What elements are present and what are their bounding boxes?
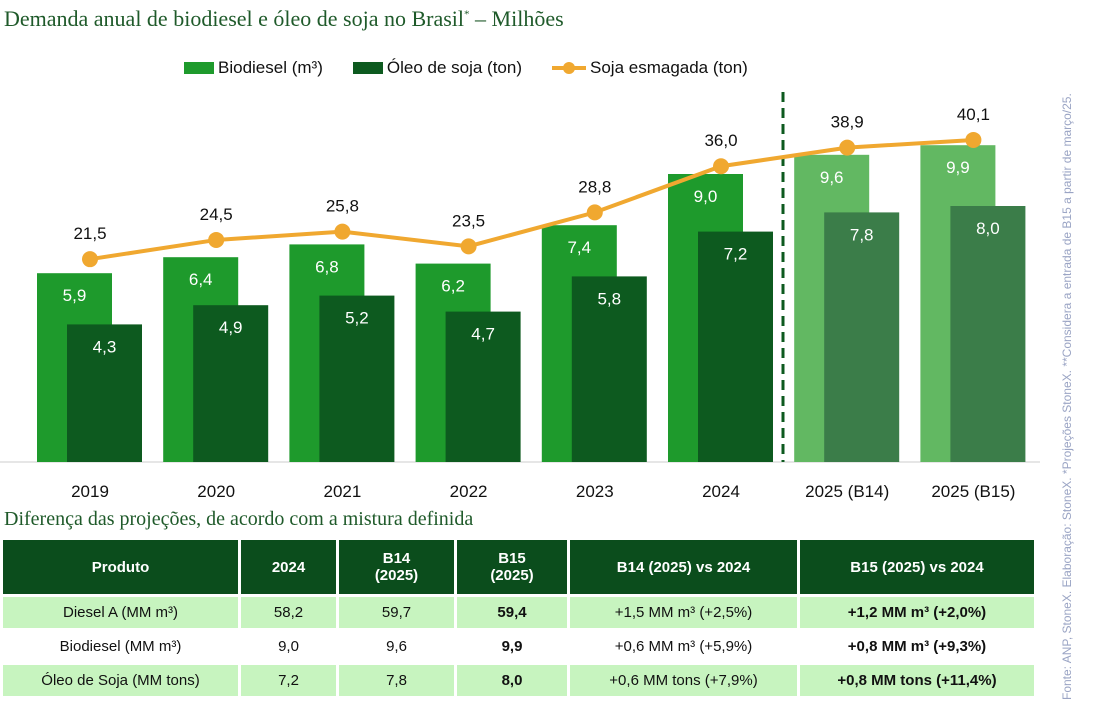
table-cell: 59,4 (457, 597, 567, 628)
table-cell: +1,2 MM m³ (+2,0%) (800, 597, 1034, 628)
bar-label: 7,8 (850, 225, 874, 244)
table-cell: Óleo de Soja (MM tons) (3, 665, 238, 696)
table-cell: 9,9 (501, 638, 523, 655)
table-header: B15 (2025) (457, 540, 567, 594)
bar-oleo (824, 212, 900, 462)
bar-oleo (445, 311, 521, 462)
x-tick-label: 2022 (450, 482, 488, 501)
x-tick-label: 2025 (B14) (805, 482, 889, 501)
point-soja (334, 223, 351, 240)
legend-soja: Soja esmagada (ton) (552, 58, 748, 78)
table-cell: Diesel A (MM m³) (3, 597, 238, 628)
point-label: 21,5 (73, 224, 106, 243)
point-soja (965, 131, 982, 148)
point-soja (82, 251, 98, 268)
bar-oleo (193, 305, 269, 462)
table-cell: +0,8 MM m³ (+9,3%) (847, 638, 987, 655)
table-subtitle: Diferença das projeções, de acordo com a… (4, 508, 474, 530)
line-soja (89, 137, 974, 262)
point-soja (713, 158, 729, 175)
x-tick-label: 2019 (71, 482, 109, 501)
bar-oleo (698, 231, 773, 462)
table-cell: +0,6 MM m³ (+5,9%) (614, 638, 753, 655)
bar-label: 5,9 (63, 286, 87, 305)
bar-label: 5,8 (597, 289, 621, 308)
x-tick-label: 2025 (B15) (931, 482, 1015, 501)
chart-plot: 5,9 4,3 2019 6,4 4,9 2020 6,8 5,2 2021 6,2 4,7 2022… (0, 92, 1040, 501)
bar-label: 5,2 (345, 309, 369, 328)
table-row: Biodiesel (MM m³) 9,0 9,6 9,9 +0,6 MM m³ (+5… (3, 631, 1034, 662)
table-row: Óleo de Soja (MM tons) 7,2 7,8 8,0 +0,6 MM t… (3, 665, 1034, 696)
point-soja (839, 139, 856, 156)
point-label: 23,5 (452, 211, 485, 230)
bar-label: 9,6 (820, 168, 844, 187)
point-label: 28,8 (578, 177, 611, 196)
x-tick-label: 2023 (576, 482, 614, 501)
bar-oleo (67, 324, 142, 462)
table-cell: +0,6 MM tons (+7,9%) (570, 665, 797, 696)
table-cell: 8,0 (457, 665, 567, 696)
chart-title: Demanda anual de biodiesel e óleo de soj… (4, 6, 564, 31)
point-label: 38,9 (831, 113, 864, 132)
table-header: B14 (2025) (339, 540, 454, 594)
bar-label: 4,3 (93, 337, 117, 356)
bar-oleo (319, 295, 395, 462)
legend-biodiesel: Biodiesel (m³) (184, 58, 323, 78)
table-row: Diesel A (MM m³) 58,2 59,7 59,4 +1,5 MM m³ (… (3, 597, 1034, 628)
point-label: 36,0 (704, 131, 737, 150)
x-tick-label: 2020 (197, 482, 235, 501)
legend: Biodiesel (m³) Óleo de soja (ton) Soja e… (184, 58, 748, 78)
table-cell: +0,8 MM tons (+11,4%) (800, 665, 1034, 696)
table-header: 2024 (241, 540, 336, 594)
point-label: 24,5 (200, 205, 233, 224)
bar-oleo (950, 206, 1026, 462)
table-cell: 58,2 (241, 597, 336, 628)
table-cell: 7,2 (241, 665, 336, 696)
table-cell: +1,5 MM m³ (+2,5%) (570, 597, 797, 628)
bar-label: 6,8 (315, 257, 339, 276)
table-cell: Biodiesel (MM m³) (59, 638, 182, 655)
table-cell: 59,7 (339, 597, 454, 628)
point-label: 25,8 (326, 197, 359, 216)
projection-table: Produto 2024 B14 (2025) B15 (2025) B14 (2025… (0, 537, 1037, 699)
point-soja (586, 204, 603, 221)
bar-label: 7,4 (567, 238, 591, 257)
point-soja (460, 238, 477, 255)
table-header: Produto (3, 540, 238, 594)
bar-label: 6,4 (189, 270, 213, 289)
bar-label: 7,2 (724, 245, 748, 264)
table-cell: 9,0 (278, 638, 299, 655)
bar-label: 8,0 (976, 219, 1000, 238)
bar-label: 4,7 (471, 325, 495, 344)
point-label: 40,1 (957, 105, 990, 124)
table-cell: 9,6 (386, 638, 407, 655)
table-cell: 7,8 (339, 665, 454, 696)
point-soja (208, 231, 225, 248)
table-header: B14 (2025) vs 2024 (570, 540, 797, 594)
bar-label: 9,0 (694, 187, 718, 206)
bar-label: 4,9 (219, 318, 243, 337)
bar-label: 9,9 (946, 158, 970, 177)
source-note: Fonte: ANP, StoneX. Elaboração: StoneX. … (1060, 93, 1074, 700)
x-tick-label: 2021 (323, 482, 361, 501)
legend-oleo: Óleo de soja (ton) (352, 58, 522, 78)
x-tick-label: 2024 (702, 482, 740, 501)
table-header: B15 (2025) vs 2024 (800, 540, 1034, 594)
bar-label: 6,2 (441, 277, 465, 296)
bar-oleo (571, 276, 647, 462)
